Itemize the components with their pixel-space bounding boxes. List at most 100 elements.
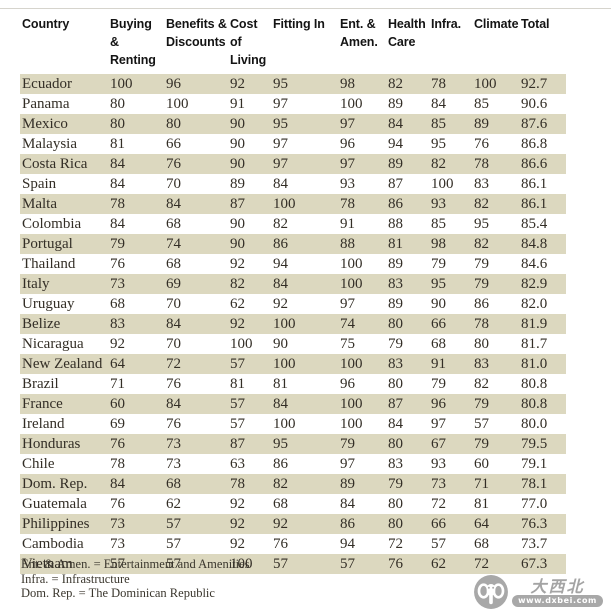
cell-score: 95 xyxy=(273,76,288,92)
table-row: Costa Rica 84 76 90 97 97 89 82 78 86.6 xyxy=(20,154,566,174)
cell-score: 73 xyxy=(431,476,446,492)
cell-score: 80 xyxy=(166,116,181,132)
cell-score: 90 xyxy=(230,236,245,252)
cell-country: Spain xyxy=(22,176,57,192)
cell-score: 100 xyxy=(340,356,363,372)
cell-score: 95 xyxy=(474,216,489,232)
cell-score: 86.1 xyxy=(521,196,548,212)
cell-score: 79 xyxy=(340,436,355,452)
cell-score: 100 xyxy=(110,76,133,92)
cell-score: 80 xyxy=(388,376,403,392)
cell-score: 68 xyxy=(166,216,181,232)
cell-score: 74 xyxy=(166,236,181,252)
cell-country: Portugal xyxy=(22,236,73,252)
cell-score: 91 xyxy=(230,96,245,112)
cell-country: Malaysia xyxy=(22,136,77,152)
cell-score: 82 xyxy=(474,196,489,212)
cell-score: 97 xyxy=(273,156,288,172)
table-row: Nicaragua 92 70 100 90 75 79 68 80 81.7 xyxy=(20,334,566,354)
cell-score: 67 xyxy=(431,436,446,452)
cell-score: 86 xyxy=(474,296,489,312)
cell-score: 83 xyxy=(388,456,403,472)
table-row: Colombia 84 68 90 82 91 88 85 95 85.4 xyxy=(20,214,566,234)
cell-score: 72 xyxy=(166,356,181,372)
cell-score: 100 xyxy=(273,196,296,212)
cell-country: Nicaragua xyxy=(22,336,84,352)
cell-score: 82 xyxy=(273,476,288,492)
cell-score: 68 xyxy=(110,296,125,312)
cell-score: 89 xyxy=(340,476,355,492)
cell-score: 76.3 xyxy=(521,516,548,532)
cell-country: Costa Rica xyxy=(22,156,88,172)
cell-score: 78.1 xyxy=(521,476,548,492)
cell-score: 60 xyxy=(110,396,125,412)
cell-score: 95 xyxy=(273,116,288,132)
cell-country: Dom. Rep. xyxy=(22,476,88,492)
cell-country: Panama xyxy=(22,96,70,112)
cell-score: 80 xyxy=(388,436,403,452)
cell-score: 80 xyxy=(110,96,125,112)
cell-score: 87 xyxy=(230,196,245,212)
table-row: New Zealand 64 72 57 100 100 83 91 83 81.0 xyxy=(20,354,566,374)
cell-score: 78 xyxy=(474,156,489,172)
cell-score: 90 xyxy=(273,336,288,352)
cell-score: 95 xyxy=(273,436,288,452)
cell-score: 100 xyxy=(340,256,363,272)
cell-country: Cambodia xyxy=(22,536,84,552)
cell-score: 100 xyxy=(431,176,454,192)
cell-score: 73 xyxy=(110,276,125,292)
cell-score: 79 xyxy=(474,276,489,292)
cell-score: 80 xyxy=(388,496,403,512)
cell-score: 71 xyxy=(110,376,125,392)
elephant-logo-icon xyxy=(473,574,509,610)
cell-score: 75 xyxy=(340,336,355,352)
table-row: Guatemala 76 62 92 68 84 80 72 81 77.0 xyxy=(20,494,566,514)
cell-score: 86 xyxy=(273,236,288,252)
cell-score: 90 xyxy=(230,156,245,172)
cell-country: Guatemala xyxy=(22,496,87,512)
cell-score: 83 xyxy=(110,316,125,332)
cell-score: 62 xyxy=(166,496,181,512)
cell-score: 97 xyxy=(273,136,288,152)
cell-score: 79 xyxy=(388,336,403,352)
cell-score: 92 xyxy=(273,296,288,312)
cell-score: 66 xyxy=(431,516,446,532)
column-header-9: Total xyxy=(521,17,550,31)
cell-country: Honduras xyxy=(22,436,81,452)
cell-score: 84 xyxy=(388,416,403,432)
cell-country: Belize xyxy=(22,316,61,332)
cell-score: 90.6 xyxy=(521,96,548,112)
watermark-url: www.dxbei.com xyxy=(512,594,603,607)
cell-score: 82.0 xyxy=(521,296,548,312)
cell-score: 88 xyxy=(388,216,403,232)
cell-score: 86 xyxy=(388,196,403,212)
cell-score: 57 xyxy=(230,396,245,412)
cell-score: 78 xyxy=(431,76,446,92)
table-row: Honduras 76 73 87 95 79 80 67 79 79.5 xyxy=(20,434,566,454)
cell-score: 76 xyxy=(474,136,489,152)
cell-score: 84 xyxy=(110,216,125,232)
cell-score: 100 xyxy=(273,416,296,432)
cell-score: 82.9 xyxy=(521,276,548,292)
cell-score: 79 xyxy=(474,436,489,452)
cell-score: 84 xyxy=(166,316,181,332)
cell-score: 57 xyxy=(431,536,446,552)
cell-score: 57 xyxy=(230,416,245,432)
watermark-text-block: 大西北 www.dxbei.com xyxy=(512,578,603,607)
cell-score: 80 xyxy=(388,316,403,332)
cell-score: 80 xyxy=(474,336,489,352)
cell-country: Mexico xyxy=(22,116,68,132)
cell-score: 97 xyxy=(340,116,355,132)
cell-score: 79 xyxy=(431,376,446,392)
cell-country: Ireland xyxy=(22,416,65,432)
cell-score: 100 xyxy=(340,396,363,412)
watermark: 大西北 www.dxbei.com xyxy=(473,574,603,610)
cell-score: 84 xyxy=(431,96,446,112)
cell-score: 64 xyxy=(110,356,125,372)
cell-score: 80.8 xyxy=(521,396,548,412)
header-row: Country Buying & Renting Benefits & Discou… xyxy=(20,13,566,74)
cell-score: 87.6 xyxy=(521,116,548,132)
cell-score: 79.5 xyxy=(521,436,548,452)
table-row: Chile 78 73 63 86 97 83 93 60 79.1 xyxy=(20,454,566,474)
footnote-ent-amen: Ent. & Amen. = Entertainment and Ameniti… xyxy=(21,557,250,571)
